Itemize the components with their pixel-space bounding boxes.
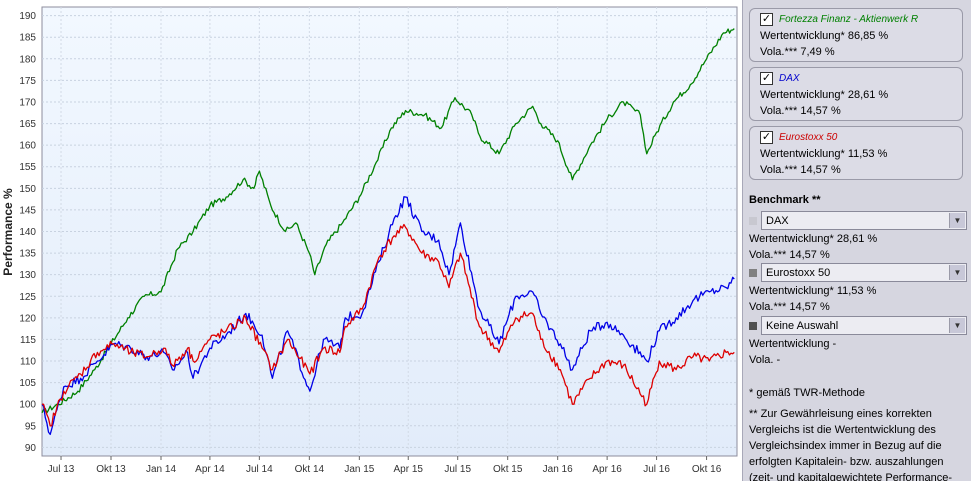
benchmark-select-1[interactable]: DAX ▼	[761, 211, 967, 230]
fund-perf-dax: Wertentwicklung* 28,61 %	[760, 89, 889, 101]
fund-checkbox-dax[interactable]: ✓	[760, 71, 773, 85]
y-tick-label: 145	[19, 205, 36, 216]
benchmark-title: Benchmark **	[749, 194, 821, 206]
benchmark-color-square	[749, 217, 757, 225]
check-icon: ✓	[761, 12, 772, 25]
benchmark-perf-1: Wertentwicklung* 28,61 %	[749, 233, 878, 245]
fund-name-dax: DAX	[779, 72, 800, 84]
y-tick-label: 135	[19, 249, 36, 260]
check-icon: ✓	[761, 130, 772, 143]
footnote-twr: * gemäß TWR-Methode	[749, 387, 865, 399]
benchmark-row-1: DAX ▼	[747, 211, 967, 231]
chart-area: 90 95 100 105 110 115 120 125 130 135 140 145 150 155…	[1, 6, 738, 475]
y-tick-label: 90	[25, 443, 37, 454]
y-tick-label: 100	[19, 400, 36, 411]
benchmark-select-3[interactable]: Keine Auswahl ▼	[761, 316, 967, 335]
x-tick-label: Jul 14	[246, 464, 273, 475]
benchmark-vola-3: Vola. -	[749, 354, 781, 366]
y-tick-label: 170	[19, 97, 36, 108]
y-tick-label: 185	[19, 33, 36, 44]
footnote-benchmark: ** Zur Gewährleisung eines korrekten Ver…	[749, 408, 952, 481]
y-tick-label: 155	[19, 162, 36, 173]
y-tick-label: 190	[19, 11, 36, 22]
benchmark-select-value: Eurostoxx 50	[766, 267, 831, 279]
series-line-dax	[41, 196, 735, 436]
x-tick-label: Jan 14	[146, 464, 176, 475]
fund-card-dax: ✓ DAX Wertentwicklung* 28,61 % Vola.*** …	[749, 67, 963, 121]
fund-vola-fortezza: Vola.*** 7,49 %	[760, 46, 835, 58]
fund-checkbox-fortezza[interactable]: ✓	[760, 12, 773, 26]
fund-name-fortezza: Fortezza Finanz - Aktienwerk R	[779, 13, 919, 25]
benchmark-color-square	[749, 269, 757, 277]
fund-perf-fortezza: Wertentwicklung* 86,85 %	[760, 30, 889, 42]
x-tick-label: Jan 16	[543, 464, 573, 475]
chevron-down-icon[interactable]: ▼	[949, 318, 965, 333]
check-icon: ✓	[761, 71, 772, 84]
y-tick-label: 125	[19, 292, 36, 303]
y-tick-label: 110	[20, 357, 36, 368]
x-tick-label: Apr 16	[592, 464, 622, 475]
benchmark-row-2: Eurostoxx 50 ▼	[747, 263, 967, 283]
fund-name-eurostoxx: Eurostoxx 50	[779, 131, 838, 143]
y-tick-label: 150	[19, 184, 36, 195]
x-tick-label: Apr 14	[195, 464, 225, 475]
y-tick-label: 120	[19, 313, 36, 324]
y-tick-label: 165	[19, 119, 36, 130]
y-tick-label: 160	[19, 141, 36, 152]
fund-checkbox-eurostoxx[interactable]: ✓	[760, 130, 773, 144]
fund-vola-eurostoxx: Vola.*** 14,57 %	[760, 164, 841, 176]
x-tick-label: Jan 15	[344, 464, 374, 475]
fund-perf-eurostoxx: Wertentwicklung* 11,53 %	[760, 148, 888, 160]
y-tick-label: 180	[19, 54, 36, 65]
benchmark-select-2[interactable]: Eurostoxx 50 ▼	[761, 263, 967, 282]
fund-vola-dax: Vola.*** 14,57 %	[760, 105, 841, 117]
x-tick-label: Apr 15	[394, 464, 424, 475]
fund-card-eurostoxx: ✓ Eurostoxx 50 Wertentwicklung* 11,53 % …	[749, 126, 963, 180]
benchmark-perf-3: Wertentwicklung -	[749, 338, 837, 350]
sidebar: ✓ Fortezza Finanz - Aktienwerk R Wertent…	[742, 0, 971, 481]
benchmark-color-square	[749, 322, 757, 330]
y-tick-label: 140	[19, 227, 36, 238]
y-tick-label: 130	[19, 270, 36, 281]
x-tick-label: Okt 14	[295, 464, 325, 475]
performance-chart: 90 95 100 105 110 115 120 125 130 135 140 145 150 155…	[1, 6, 738, 475]
y-tick-label: 95	[25, 421, 37, 432]
series-line-fortezza-finanz-aktienwerk-r	[41, 28, 735, 414]
benchmark-vola-1: Vola.*** 14,57 %	[749, 249, 830, 261]
x-tick-label: Okt 13	[96, 464, 126, 475]
y-axis-label: Performance %	[1, 188, 15, 276]
x-tick-label: Okt 16	[692, 464, 722, 475]
benchmark-perf-2: Wertentwicklung* 11,53 %	[749, 285, 877, 297]
benchmark-select-value: Keine Auswahl	[766, 320, 839, 332]
benchmark-vola-2: Vola.*** 14,57 %	[749, 301, 830, 313]
fund-card-fortezza: ✓ Fortezza Finanz - Aktienwerk R Wertent…	[749, 8, 963, 62]
y-tick-label: 175	[19, 76, 36, 87]
x-tick-label: Jul 15	[444, 464, 471, 475]
series-line-eurostoxx-50	[41, 223, 735, 427]
x-tick-label: Okt 15	[493, 464, 523, 475]
y-tick-label: 115	[20, 335, 36, 346]
benchmark-row-3: Keine Auswahl ▼	[747, 316, 967, 336]
y-tick-label: 105	[19, 378, 36, 389]
chevron-down-icon[interactable]: ▼	[949, 213, 965, 228]
chevron-down-icon[interactable]: ▼	[949, 265, 965, 280]
x-tick-label: Jul 16	[643, 464, 670, 475]
x-tick-label: Jul 13	[48, 464, 75, 475]
benchmark-select-value: DAX	[766, 215, 789, 227]
